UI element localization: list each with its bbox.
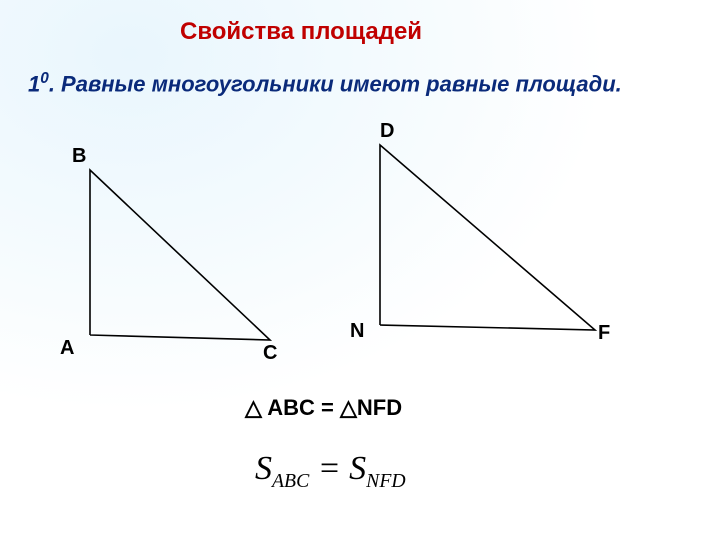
- congruence-equation: △ ABC = △NFD: [245, 395, 402, 421]
- congruence-lhs: ABC: [267, 395, 315, 420]
- property-number-super: 0: [40, 70, 49, 87]
- triangle-nfd-path: [380, 145, 595, 330]
- vertex-label-f: F: [598, 322, 610, 345]
- vertex-label-b: B: [72, 145, 86, 168]
- area-sub1: ABC: [272, 470, 309, 492]
- vertex-label-a: A: [60, 337, 74, 360]
- vertex-label-d: D: [380, 120, 394, 143]
- area-equation: SABC = SNFD: [255, 450, 406, 493]
- triangle-abc: [60, 140, 310, 360]
- triangle-symbol-2: △: [340, 395, 357, 420]
- property-number: 1: [28, 71, 40, 96]
- vertex-label-c: C: [263, 342, 277, 365]
- congruence-rhs: NFD: [357, 395, 402, 420]
- congruence-eq: =: [315, 395, 340, 420]
- area-sub2: NFD: [366, 470, 405, 492]
- triangle-symbol-1: △: [245, 395, 262, 420]
- slide-content: Свойства площадей 10. Равные многоугольн…: [0, 0, 720, 540]
- area-eq: =: [309, 450, 349, 487]
- page-title: Свойства площадей: [180, 18, 422, 46]
- vertex-label-n: N: [350, 320, 364, 343]
- triangle-abc-path: [90, 170, 270, 340]
- property-statement: 10. Равные многоугольники имеют равные п…: [28, 70, 622, 97]
- property-text: . Равные многоугольники имеют равные пло…: [49, 71, 622, 96]
- area-s2: S: [349, 450, 366, 487]
- area-s1: S: [255, 450, 272, 487]
- triangle-nfd: [350, 125, 630, 355]
